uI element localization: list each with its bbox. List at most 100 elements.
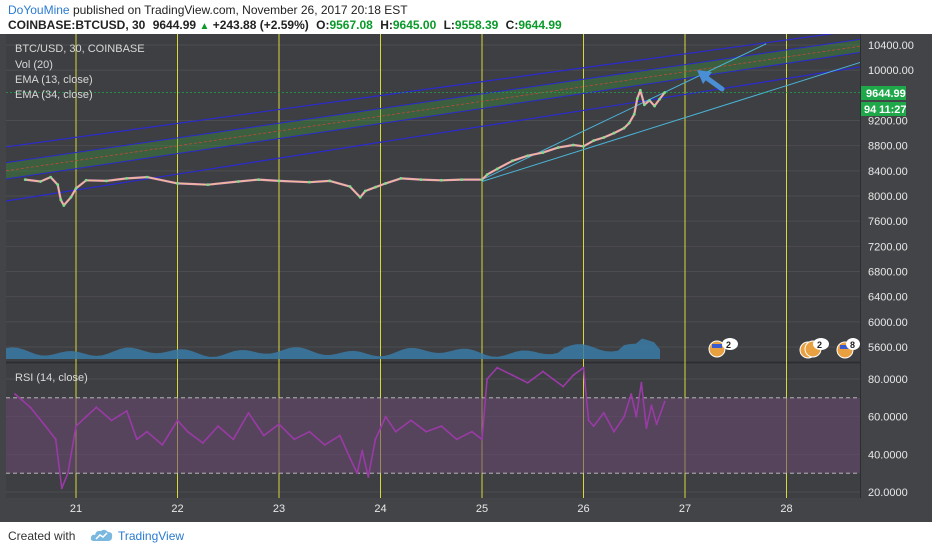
- rsi-point[interactable]: [44, 425, 47, 428]
- rsi-point[interactable]: [635, 415, 638, 418]
- price-point[interactable]: [59, 198, 63, 202]
- rsi-point[interactable]: [655, 423, 658, 426]
- rsi-point[interactable]: [66, 472, 69, 475]
- price-point[interactable]: [69, 195, 73, 199]
- rsi-point[interactable]: [409, 419, 412, 422]
- rsi-point[interactable]: [110, 419, 113, 422]
- rsi-point[interactable]: [262, 434, 265, 437]
- rsi-line[interactable]: [14, 366, 666, 490]
- event-badge-1[interactable]: 2: [708, 338, 738, 358]
- rsi-point[interactable]: [308, 430, 311, 433]
- price-point[interactable]: [419, 178, 423, 182]
- rsi-point[interactable]: [54, 438, 57, 441]
- rsi-point[interactable]: [481, 438, 483, 441]
- price-point[interactable]: [176, 182, 179, 185]
- price-point[interactable]: [125, 176, 129, 180]
- rsi-point[interactable]: [29, 406, 32, 409]
- event-badge-2[interactable]: 2: [799, 338, 829, 359]
- price-point[interactable]: [663, 91, 667, 94]
- rsi-point[interactable]: [349, 457, 352, 460]
- rsi-point[interactable]: [623, 415, 626, 418]
- price-point[interactable]: [582, 144, 585, 148]
- rsi-point[interactable]: [612, 430, 615, 433]
- legend-ema13[interactable]: EMA (13, close): [15, 74, 93, 86]
- price-point[interactable]: [374, 185, 377, 189]
- price-point[interactable]: [653, 104, 656, 108]
- rsi-point[interactable]: [455, 438, 458, 441]
- rsi-point[interactable]: [630, 393, 633, 396]
- legend-rsi[interactable]: RSI (14, close): [15, 372, 88, 384]
- rsi-point[interactable]: [384, 415, 387, 418]
- rsi-point[interactable]: [161, 443, 164, 446]
- rsi-point[interactable]: [146, 430, 149, 433]
- price-point[interactable]: [592, 139, 596, 143]
- rsi-point[interactable]: [496, 366, 499, 369]
- tradingview-cloud-icon[interactable]: [90, 527, 114, 543]
- price-point[interactable]: [145, 175, 149, 179]
- price-point[interactable]: [526, 154, 530, 158]
- rsi-point[interactable]: [85, 415, 88, 418]
- rsi-point[interactable]: [645, 426, 648, 429]
- rsi-point[interactable]: [186, 430, 189, 433]
- rsi-point[interactable]: [361, 449, 364, 452]
- channel-drawing[interactable]: [6, 34, 868, 202]
- rsi-point[interactable]: [552, 378, 555, 380]
- rsi-point[interactable]: [323, 443, 326, 446]
- rsi-point[interactable]: [356, 472, 359, 475]
- rsi-point[interactable]: [293, 438, 296, 441]
- price-point[interactable]: [638, 88, 642, 92]
- rsi-point[interactable]: [95, 406, 98, 409]
- price-axis[interactable]: 10400.00 10000.00 9200.00 8800.00 8400.00 800…: [868, 40, 914, 354]
- trend-line-upper[interactable]: [481, 43, 767, 181]
- rsi-point[interactable]: [338, 434, 341, 437]
- price-point[interactable]: [49, 175, 53, 179]
- price-point[interactable]: [648, 98, 651, 102]
- price-point[interactable]: [399, 176, 403, 180]
- price-point[interactable]: [384, 182, 387, 185]
- tradingview-brand-link[interactable]: TradingView: [118, 529, 185, 543]
- rsi-point[interactable]: [394, 430, 397, 433]
- rsi-point[interactable]: [526, 381, 529, 384]
- chart-area[interactable]: 10400.00 10000.00 9200.00 8800.00 8400.00 800…: [0, 34, 932, 522]
- rsi-point[interactable]: [367, 475, 370, 478]
- rsi-point[interactable]: [663, 400, 666, 403]
- rsi-point[interactable]: [60, 487, 63, 490]
- price-point[interactable]: [571, 143, 575, 147]
- author-link[interactable]: DoYouMine: [8, 3, 70, 17]
- price-point[interactable]: [622, 126, 626, 130]
- price-point[interactable]: [612, 131, 616, 135]
- rsi-point[interactable]: [587, 419, 590, 422]
- rsi-point[interactable]: [592, 425, 595, 428]
- legend-ema34[interactable]: EMA (34, close): [15, 89, 93, 101]
- rsi-point[interactable]: [374, 438, 377, 441]
- rsi-point[interactable]: [176, 419, 179, 422]
- price-point[interactable]: [485, 173, 489, 177]
- chart-svg[interactable]: 10400.00 10000.00 9200.00 8800.00 8400.00 800…: [0, 34, 932, 522]
- rsi-point[interactable]: [125, 410, 128, 413]
- rsi-point[interactable]: [440, 425, 443, 428]
- price-point[interactable]: [62, 204, 66, 207]
- price-point[interactable]: [39, 180, 42, 183]
- price-point[interactable]: [277, 179, 281, 183]
- trend-line-lower[interactable]: [481, 60, 868, 183]
- price-point[interactable]: [237, 180, 240, 183]
- price-point[interactable]: [358, 195, 362, 199]
- rsi-point[interactable]: [541, 370, 544, 373]
- rsi-axis[interactable]: 80.0000 60.0000 40.0000 20.0000: [868, 374, 908, 499]
- rsi-point[interactable]: [486, 378, 489, 380]
- rsi-point[interactable]: [650, 404, 653, 407]
- price-point[interactable]: [440, 178, 443, 182]
- price-point[interactable]: [328, 179, 332, 183]
- price-point[interactable]: [348, 185, 352, 188]
- price-point[interactable]: [460, 178, 464, 182]
- price-point[interactable]: [632, 112, 636, 116]
- legend-vol[interactable]: Vol (20): [15, 59, 53, 71]
- price-point[interactable]: [84, 178, 88, 182]
- channel-top-line[interactable]: [6, 34, 860, 148]
- price-point[interactable]: [556, 146, 560, 149]
- price-point[interactable]: [511, 159, 514, 163]
- rsi-point[interactable]: [14, 393, 17, 396]
- rsi-point[interactable]: [470, 430, 473, 433]
- rsi-point[interactable]: [201, 442, 204, 445]
- price-point[interactable]: [541, 151, 545, 154]
